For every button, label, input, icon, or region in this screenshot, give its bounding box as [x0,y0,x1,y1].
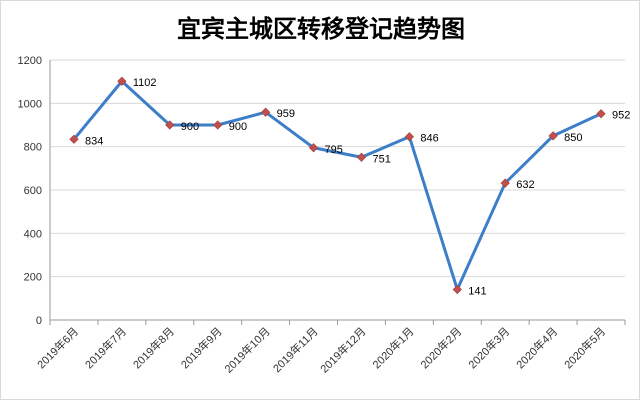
data-label: 834 [85,135,103,147]
data-label: 959 [277,108,295,120]
x-tick-label: 2019年6月 [34,324,81,371]
y-tick-label: 600 [24,185,42,197]
data-point [165,120,175,130]
series-markers [69,76,606,295]
data-label: 850 [564,132,582,144]
x-tick-label: 2019年12月 [317,324,368,375]
series-line-path [72,79,602,291]
data-label: 900 [229,121,247,133]
y-tick-label: 800 [24,142,42,154]
data-point [308,143,319,153]
data-label: 141 [468,285,486,297]
data-point [356,152,367,162]
y-tick-label: 1200 [18,55,42,67]
data-point [261,107,271,117]
y-tick-label: 200 [24,272,42,284]
y-axis-ticks: 0 200 400 600 800 1000 1200 [18,55,42,327]
data-point [69,134,79,144]
x-tick-label: 2019年7月 [82,324,129,371]
data-label: 952 [612,110,630,122]
chart-title: 宜宾主城区转移登记趋势图 [177,14,465,43]
data-point [404,132,414,142]
y-tick-label: 1000 [18,98,42,110]
data-point [500,178,510,188]
data-labels: 834 1102 900 900 959 795 751 846 141 632 850 952 [85,77,630,297]
x-tick-label: 2019年11月 [270,324,321,375]
data-point [596,109,606,119]
x-tick-label: 2019年8月 [130,324,177,371]
series-line [72,79,602,291]
x-tick-label: 2020年2月 [417,324,464,371]
data-label: 1102 [133,77,157,89]
x-tick-label: 2020年5月 [561,324,608,371]
x-tick-label: 2020年3月 [465,324,512,371]
gridlines [50,59,625,278]
data-label: 632 [516,179,534,191]
x-tick-label: 2019年9月 [178,324,225,371]
x-tick-label: 2019年10月 [221,324,272,375]
data-point [452,284,462,295]
x-tick-label: 2020年4月 [513,324,560,371]
data-point [548,131,558,141]
y-tick-label: 400 [24,228,42,240]
data-point [117,76,127,86]
data-label: 846 [420,133,438,145]
y-tick-label: 0 [36,315,42,327]
axes [49,60,626,325]
data-label: 900 [181,121,199,133]
data-label: 751 [372,153,390,165]
x-axis-ticks: 2019年6月 2019年7月 2019年8月 2019年9月2019年10月2019… [34,324,608,375]
data-label: 795 [325,144,343,156]
data-point [213,120,223,130]
x-tick-label: 2020年1月 [369,324,416,371]
